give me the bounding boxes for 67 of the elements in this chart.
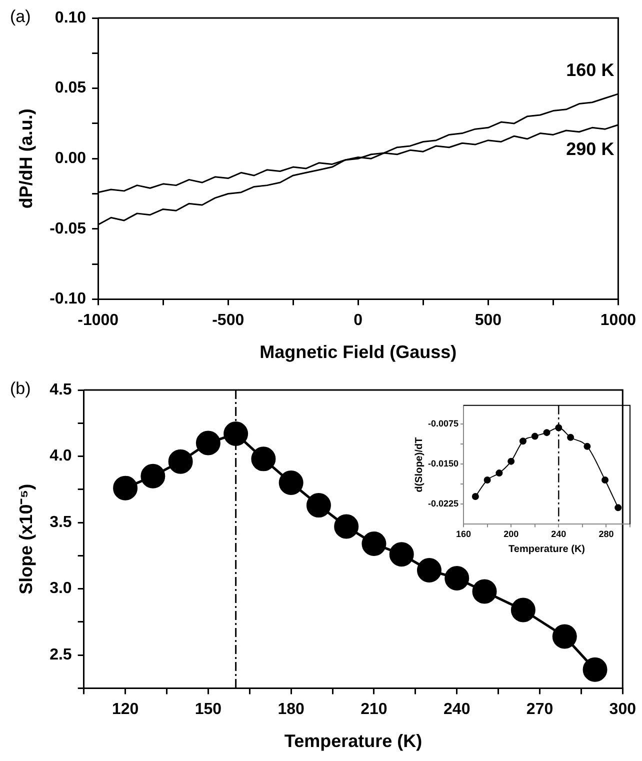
y-tick-label: -0.0150 <box>428 458 459 468</box>
x-tick-label: 150 <box>194 701 222 718</box>
text: (b) <box>10 379 31 398</box>
y-axis-title: d(Slope)/dT <box>414 437 425 492</box>
point <box>389 542 414 567</box>
x-tick-label: 200 <box>504 529 519 540</box>
x-tick-label: 210 <box>360 701 388 718</box>
point <box>552 624 577 649</box>
point <box>472 579 497 604</box>
point <box>113 476 138 500</box>
point <box>519 438 526 445</box>
point <box>496 470 503 477</box>
y-tick-label: -0.0225 <box>428 498 459 508</box>
y-tick-label: 2.5 <box>50 646 72 664</box>
x-tick-label: -1000 <box>78 312 119 330</box>
x-tick-label: 270 <box>526 701 554 718</box>
point <box>444 566 470 590</box>
y-tick-label: 3.5 <box>50 514 72 531</box>
x-tick-label: 300 <box>609 701 636 718</box>
x-tick-label: 0 <box>354 312 363 330</box>
point <box>334 514 359 539</box>
point <box>602 476 609 484</box>
point <box>584 442 591 450</box>
point <box>614 504 622 512</box>
point <box>472 493 479 500</box>
point <box>510 598 536 622</box>
point <box>508 458 515 465</box>
x-tick-label: -500 <box>212 312 244 330</box>
y-tick-label: -0.10 <box>50 290 86 308</box>
point <box>278 470 304 496</box>
y-axis-title: dP/dH (a.u.) <box>16 108 36 209</box>
x-tick-label: 120 <box>112 701 139 718</box>
point <box>362 531 386 556</box>
y-tick-label: 4.5 <box>50 381 72 398</box>
point <box>484 476 491 484</box>
point <box>306 493 331 518</box>
y-tick-label: 0.05 <box>54 80 86 97</box>
y-tick-label: 0.00 <box>54 150 86 168</box>
series-label: 290 K <box>566 138 614 159</box>
point <box>543 429 550 436</box>
y-tick-label: -0.0075 <box>428 418 459 429</box>
y-tick-label: 0.10 <box>54 9 86 26</box>
point <box>224 421 248 446</box>
point <box>531 432 538 440</box>
x-tick-label: 180 <box>278 701 305 718</box>
y-axis-title: Slope (x10⁻⁵) <box>16 484 36 594</box>
x-axis-title: Temperature (K) <box>508 544 586 555</box>
y-tick-label: -0.05 <box>50 220 86 238</box>
x-tick-label: 500 <box>474 312 502 330</box>
x-axis-title: Magnetic Field (Gauss) <box>260 342 457 362</box>
point <box>582 657 608 682</box>
point <box>416 558 442 582</box>
text: (a) <box>10 7 31 26</box>
x-tick-label: 160 <box>456 529 472 540</box>
series-label: 160 K <box>566 60 614 80</box>
x-tick-label: 240 <box>551 529 566 540</box>
x-tick-label: 1000 <box>600 312 636 330</box>
y-tick-label: 4.0 <box>50 448 72 465</box>
y-tick-label: 3.0 <box>50 580 72 598</box>
point <box>168 449 193 474</box>
point <box>567 434 574 441</box>
point <box>196 430 220 456</box>
x-axis-title: Temperature (K) <box>284 731 422 752</box>
x-tick-label: 240 <box>444 701 470 718</box>
point <box>140 464 166 488</box>
point <box>251 446 276 472</box>
x-tick-label: 280 <box>598 529 614 540</box>
